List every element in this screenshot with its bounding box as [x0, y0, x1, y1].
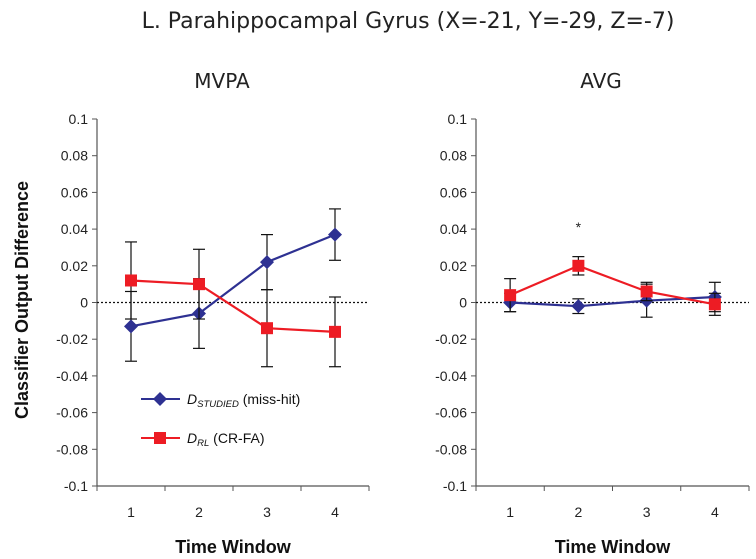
- x-tick-label: 4: [711, 504, 719, 520]
- legend-subscript-d-rl: RL: [197, 438, 209, 449]
- y-tick-label: 0.02: [440, 258, 467, 274]
- panel-title: AVG: [580, 69, 622, 93]
- point-d-rl: [572, 259, 585, 272]
- y-tick-label: 0.08: [61, 148, 88, 164]
- x-axis-label: Time Window: [175, 537, 292, 557]
- y-tick-label: -0.08: [435, 441, 467, 457]
- y-tick-label: -0.02: [435, 331, 467, 347]
- point-d-studied: [328, 227, 342, 242]
- y-tick-label: 0.08: [440, 148, 467, 164]
- point-d-rl: [329, 325, 341, 338]
- point-d-rl: [504, 289, 517, 302]
- x-tick-label: 2: [195, 504, 203, 520]
- legend-subscript-d-studied: STUDIED: [197, 399, 239, 410]
- y-tick-label: 0: [459, 295, 467, 311]
- y-tick-label: -0.06: [56, 405, 88, 421]
- legend-suffix-d-studied: (miss-hit): [239, 391, 300, 407]
- y-tick-label: 0.1: [69, 111, 89, 127]
- figure-title: L. Parahippocampal Gyrus (X=-21, Y=-29, …: [142, 9, 675, 34]
- y-tick-label: 0.06: [440, 184, 467, 200]
- point-d-rl: [125, 274, 137, 287]
- panel-avg: AVG 0.1 0.08 0.06 0.04 0.02 0 -0.02 -0.04 -0.06 -0…: [435, 69, 750, 557]
- point-d-studied: [571, 299, 586, 314]
- y-tick-label: 0: [80, 295, 88, 311]
- significance-marker: *: [576, 219, 582, 235]
- point-d-studied: [260, 255, 274, 270]
- x-tick-label: 3: [263, 504, 271, 520]
- y-tick-label: -0.04: [56, 368, 88, 384]
- y-tick-label: -0.1: [443, 478, 467, 494]
- legend-item-d-studied: DSTUDIED (miss-hit): [141, 391, 300, 410]
- legend: DSTUDIED (miss-hit) DRL (CR-FA): [141, 391, 300, 449]
- x-tick-label: 1: [127, 504, 135, 520]
- panel-title: MVPA: [194, 69, 250, 93]
- y-tick-label: -0.08: [56, 441, 88, 457]
- x-tick-label: 2: [574, 504, 582, 520]
- svg-text:DRL (CR-FA): DRL (CR-FA): [187, 430, 265, 449]
- point-d-rl: [708, 298, 721, 311]
- point-d-rl: [193, 278, 205, 291]
- y-tick-label: 0.04: [440, 221, 467, 237]
- series-line-d-rl: [130, 279, 336, 333]
- legend-prefix-d-rl: D: [187, 430, 197, 446]
- y-tick-label: 0.04: [61, 221, 88, 237]
- point-d-studied: [124, 319, 138, 334]
- x-tick-label: 4: [331, 504, 339, 520]
- legend-marker-d-rl: [154, 432, 166, 444]
- y-tick-label: -0.04: [435, 368, 467, 384]
- y-tick-label: 0.02: [61, 258, 88, 274]
- svg-text:DSTUDIED (miss-hit): DSTUDIED (miss-hit): [187, 391, 300, 410]
- y-axis-label: Classifier Output Difference: [12, 181, 32, 419]
- legend-marker-d-studied: [153, 392, 167, 406]
- point-d-rl: [640, 285, 653, 298]
- series-line-d-studied: [130, 233, 336, 328]
- y-tick-label: -0.02: [56, 331, 88, 347]
- point-d-rl: [261, 322, 273, 335]
- legend-prefix-d-studied: D: [187, 391, 197, 407]
- y-tick-label: 0.1: [448, 111, 468, 127]
- y-tick-label: -0.1: [64, 478, 88, 494]
- panel-mvpa: MVPA 0.1 0.08 0.06 0.04 0.02 0 -0.02 -0.04 -0.06 -…: [56, 69, 370, 557]
- legend-item-d-rl: DRL (CR-FA): [141, 430, 265, 449]
- series-line-d-rl: [509, 264, 716, 306]
- y-tick-label: 0.06: [61, 184, 88, 200]
- x-tick-label: 3: [643, 504, 651, 520]
- y-tick-label: -0.06: [435, 405, 467, 421]
- x-tick-label: 1: [506, 504, 514, 520]
- x-axis-label: Time Window: [555, 537, 672, 557]
- legend-suffix-d-rl: (CR-FA): [209, 430, 264, 446]
